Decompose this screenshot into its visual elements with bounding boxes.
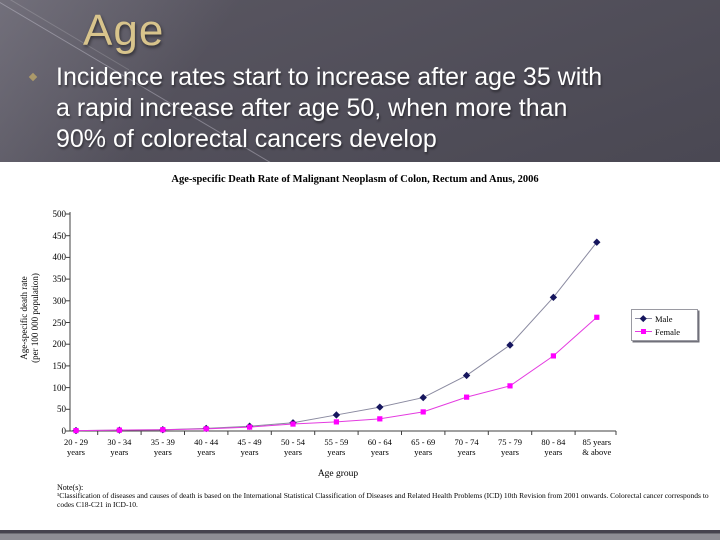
female-line-marker-icon	[635, 328, 652, 335]
legend-label-male: Male	[655, 313, 673, 324]
bullet-text: Incidence rates start to increase after …	[56, 62, 602, 155]
x-axis-label: Age group	[317, 469, 359, 479]
chart-legend: Male Female	[631, 309, 698, 341]
chart-panel	[0, 162, 720, 530]
legend-item-female: Female	[635, 327, 694, 337]
slide-bottom-edge	[0, 530, 720, 533]
legend-item-male: Male	[635, 314, 694, 324]
bullet-marker-icon	[28, 72, 38, 82]
bullet-text-line-1: Incidence rates start to increase after …	[56, 63, 603, 91]
bullet-text-line-2: a rapid increase after age 50, when more…	[56, 94, 568, 122]
male-line-marker-icon	[635, 315, 652, 322]
slide-title: Age	[83, 6, 165, 55]
bullet-text-line-3: 90% of colorectal cancers develop	[56, 125, 437, 153]
note-heading: Note(s):	[57, 483, 84, 492]
chart-plot-area	[66, 212, 617, 435]
bottom-bar	[0, 533, 720, 540]
legend-label-female: Female	[655, 326, 681, 337]
note-text: ¹Classification of diseases and causes o…	[57, 491, 709, 509]
chart-title: Age-specific Death Rate of Malignant Neo…	[171, 174, 539, 185]
